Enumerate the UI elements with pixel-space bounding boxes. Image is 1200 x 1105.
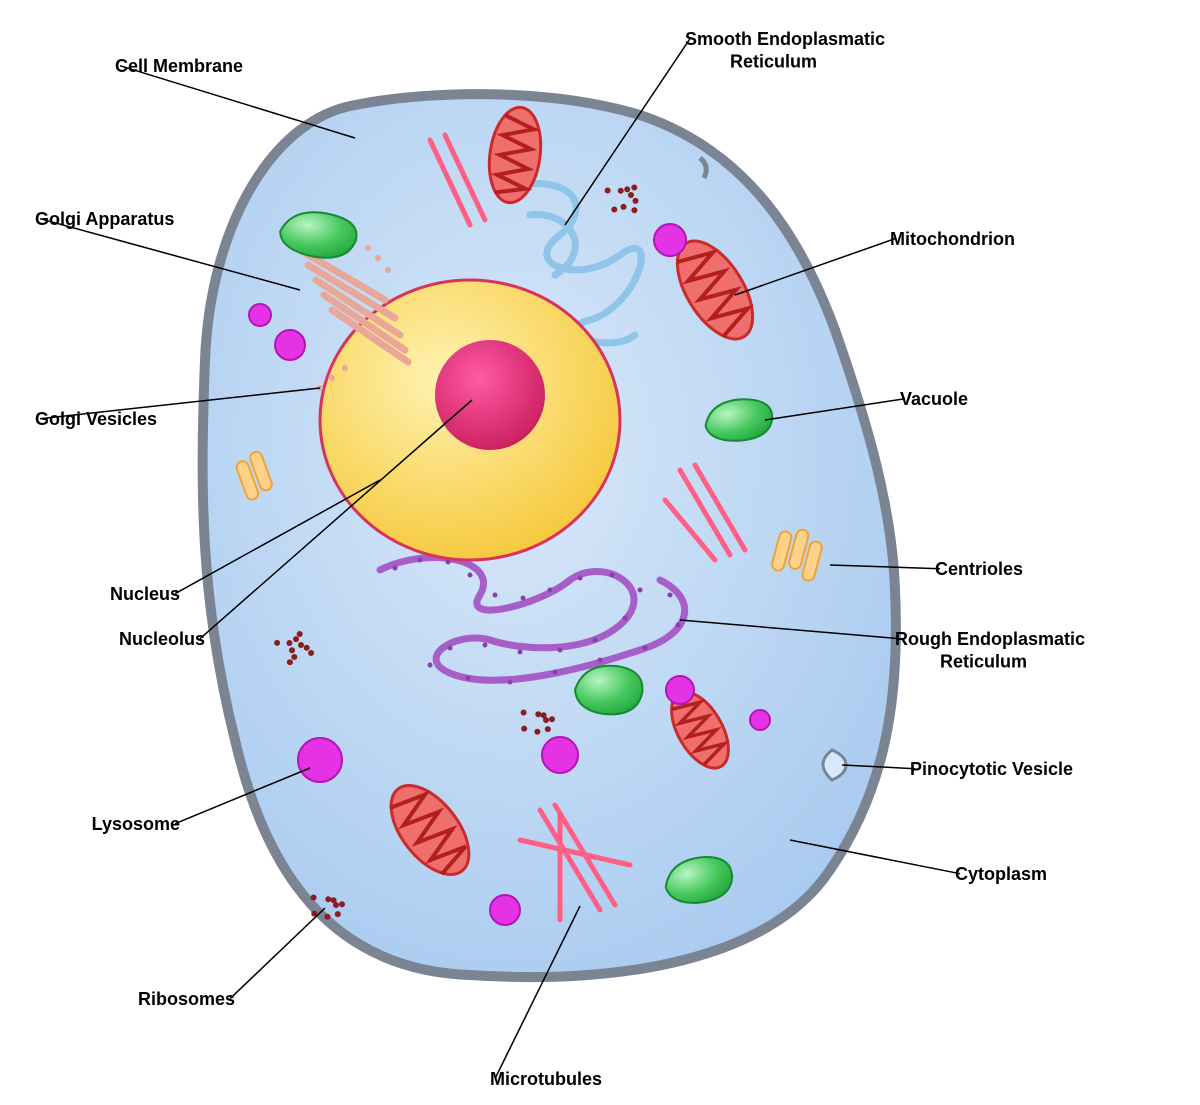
label-cell-membrane: Cell Membrane xyxy=(115,56,243,76)
label-centrioles: Centrioles xyxy=(935,559,1023,579)
cell-diagram: Cell Membrane Golgi Apparatus Golgi Vesicl… xyxy=(0,0,1200,1105)
label-cytoplasm: Cytoplasm xyxy=(955,864,1047,884)
label-golgi-vesicles: Golgi Vesicles xyxy=(35,409,157,429)
label-rough-er: Rough Endoplasmatic xyxy=(895,629,1085,649)
label-nucleus: Nucleus xyxy=(110,584,180,604)
label-vacuole: Vacuole xyxy=(900,389,968,409)
label-lysosome: Lysosome xyxy=(92,814,180,834)
label-smooth-er: Smooth Endoplasmatic xyxy=(685,29,885,49)
label-nucleolus: Nucleolus xyxy=(119,629,205,649)
label-microtubules: Microtubules xyxy=(490,1069,602,1089)
label-ribosomes: Ribosomes xyxy=(138,989,235,1009)
label-rough-er-line2: Reticulum xyxy=(940,652,1027,672)
label-smooth-er-line2: Reticulum xyxy=(730,52,817,72)
label-pinocytotic-vesicle: Pinocytotic Vesicle xyxy=(910,759,1073,779)
label-golgi-apparatus: Golgi Apparatus xyxy=(35,209,174,229)
label-mitochondrion: Mitochondrion xyxy=(890,229,1015,249)
